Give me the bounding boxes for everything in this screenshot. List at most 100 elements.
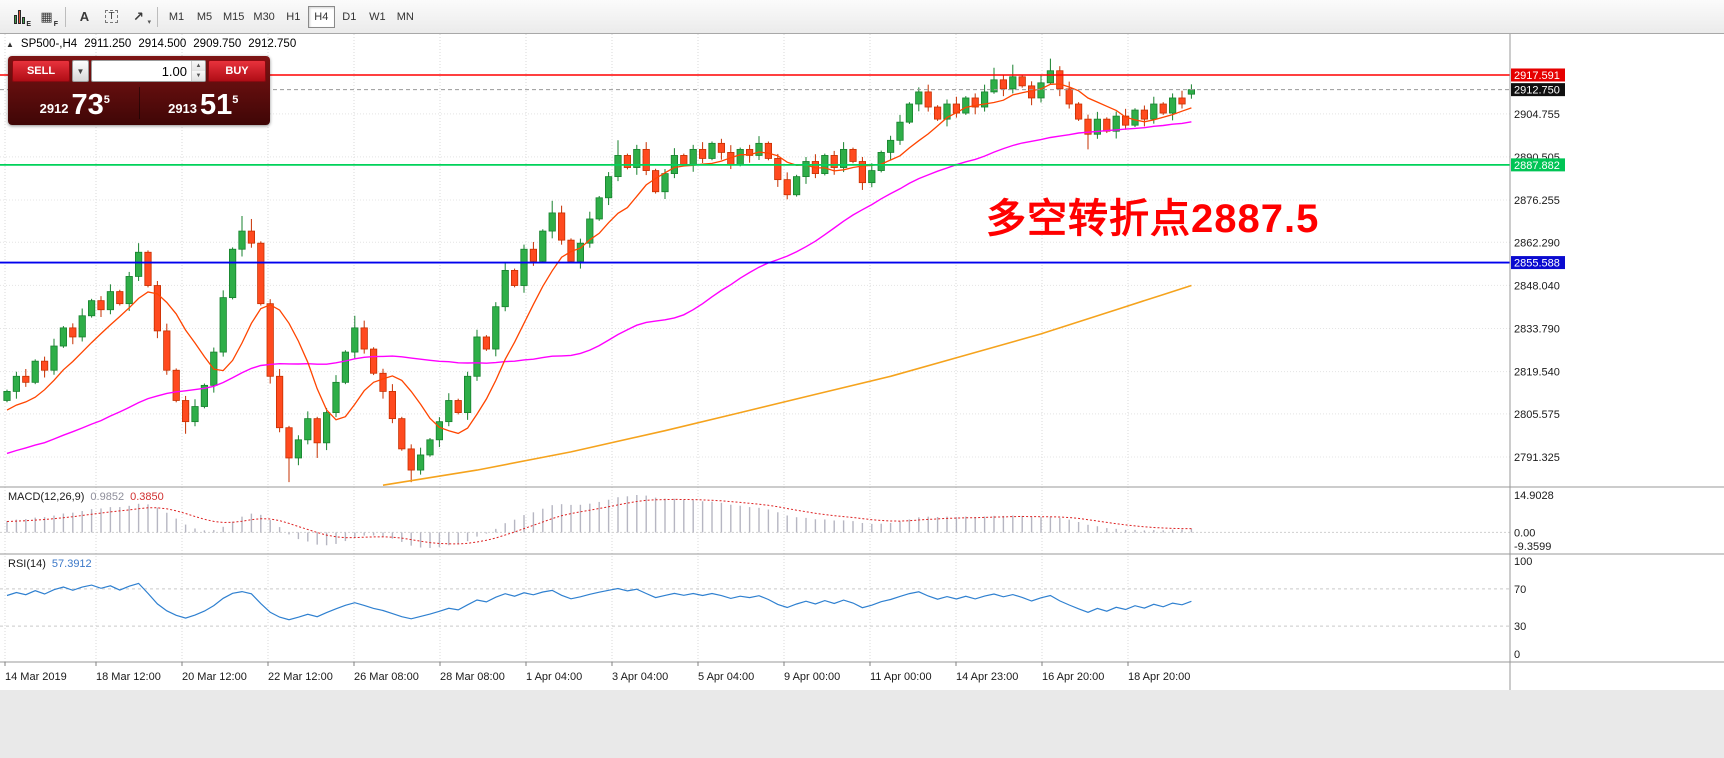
svg-text:0.00: 0.00 (1514, 527, 1535, 539)
svg-text:26 Mar 08:00: 26 Mar 08:00 (354, 671, 419, 683)
candle (12, 375, 20, 392)
price-scale[interactable]: 2904.7552890.5052876.2552862.2902848.040… (1511, 68, 1565, 661)
time-scale[interactable]: 14 Mar 2019 18 Mar 12:00 20 Mar 12:00 22 Ma… (4, 662, 1190, 683)
candle (755, 142, 763, 156)
text-label-icon[interactable]: A (71, 5, 98, 29)
svg-text:18 Apr 20:00: 18 Apr 20:00 (1128, 671, 1190, 683)
candle (642, 148, 650, 171)
candle (595, 197, 603, 220)
timeframe-button-m15[interactable]: M15 (219, 6, 248, 28)
candle (501, 269, 509, 308)
candle (849, 148, 857, 162)
buy-button[interactable]: BUY (208, 60, 266, 82)
candle (360, 327, 368, 350)
svg-text:100: 100 (1514, 556, 1532, 568)
candle (1178, 97, 1186, 105)
candle (1131, 109, 1139, 126)
candle (219, 297, 227, 353)
timeframe-button-m5[interactable]: M5 (191, 6, 218, 28)
candle (905, 103, 914, 123)
text-box-icon[interactable]: T (98, 5, 125, 29)
candle (877, 152, 885, 171)
grid-icon[interactable]: ▦ F (33, 5, 60, 29)
ma-mid-line (6, 121, 1192, 455)
candle (934, 106, 942, 120)
candle (435, 421, 444, 441)
candle (1169, 97, 1177, 114)
svg-text:2848.040: 2848.040 (1514, 280, 1560, 292)
svg-text:2805.575: 2805.575 (1514, 409, 1560, 421)
candle (332, 381, 340, 413)
candle (398, 418, 406, 450)
candle (962, 97, 970, 114)
sell-price-sup: 5 (103, 94, 110, 106)
timeframe-button-h4[interactable]: H4 (307, 5, 335, 28)
sell-button[interactable]: SELL (12, 60, 70, 82)
candle (369, 348, 378, 374)
candles-layer (3, 58, 1195, 483)
candle (266, 303, 274, 377)
buy-price-sup: 5 (232, 94, 239, 106)
timeframe-button-d1[interactable]: D1 (336, 6, 363, 28)
candle (172, 369, 180, 401)
text-annotation[interactable]: 多空转折点2887.5 (986, 197, 1320, 241)
candle (1150, 103, 1158, 120)
candle (586, 218, 594, 244)
volume-decrease-button[interactable]: ▼ (192, 71, 205, 81)
timeframe-button-w1[interactable]: W1 (364, 6, 391, 28)
svg-text:2904.755: 2904.755 (1514, 109, 1560, 121)
svg-text:14 Mar 2019: 14 Mar 2019 (5, 671, 67, 683)
volume-value[interactable]: 1.00 (161, 63, 187, 79)
price-badge (1511, 256, 1565, 270)
chart-canvas[interactable]: 2904.7552890.5052876.2552862.2902848.040… (0, 34, 1724, 690)
candle (153, 285, 161, 332)
candle (717, 142, 726, 153)
candle (990, 79, 998, 93)
buy-price-display[interactable]: 2913 51 5 (141, 85, 267, 121)
candle (1065, 88, 1073, 105)
timeframe-button-h1[interactable]: H1 (280, 6, 307, 28)
svg-text:2791.325: 2791.325 (1514, 452, 1560, 464)
volume-field[interactable]: 1.00 ▲ ▼ (91, 60, 206, 82)
candle (661, 173, 669, 193)
candle (943, 103, 951, 120)
svg-text:20 Mar 12:00: 20 Mar 12:00 (182, 671, 247, 683)
candle (774, 158, 782, 181)
timeframe-button-mn[interactable]: MN (392, 6, 419, 28)
candle (896, 121, 904, 141)
sell-price-display[interactable]: 2912 73 5 (12, 85, 138, 121)
candle (313, 418, 321, 444)
toolbar: E ▦ F A T ↗ ▾ M1 M5 M15 M30 H1 H4 D1 W1 MN (0, 0, 1724, 34)
candle (228, 248, 237, 299)
candle (285, 427, 293, 459)
candle (793, 176, 801, 196)
candle (275, 375, 284, 429)
candle (463, 375, 472, 413)
svg-text:2855.588: 2855.588 (1514, 258, 1560, 270)
drawing-tools-group: E ▦ F A T ↗ ▾ (6, 5, 163, 29)
buy-price-big: 51 (200, 89, 233, 121)
chart-objects-icon[interactable]: E (6, 5, 33, 29)
rsi-line (6, 582, 1192, 621)
candle (304, 418, 312, 441)
volume-increase-button[interactable]: ▲ (192, 61, 205, 71)
candle (520, 248, 528, 286)
candle (492, 306, 500, 350)
candle (746, 148, 754, 156)
timeframe-button-m30[interactable]: M30 (249, 6, 278, 28)
candle (652, 170, 660, 193)
candle (181, 400, 190, 423)
volume-dropdown-button[interactable]: ▼ (72, 60, 89, 82)
collapse-trade-panel-icon[interactable]: ▲ (6, 39, 14, 49)
price-divider (138, 87, 140, 119)
candle (1018, 76, 1026, 87)
ohlc-low: 2909.750 (193, 38, 242, 50)
macd-label: MACD(12,26,9) 0.9852 0.3850 (8, 491, 164, 503)
candle (1187, 89, 1195, 95)
toolbar-separator (157, 6, 158, 27)
price-levels-icon[interactable]: ↗ ▾ (125, 5, 152, 29)
timeframe-button-m1[interactable]: M1 (163, 6, 190, 28)
candle (416, 454, 425, 471)
rsi-name: RSI(14) (8, 558, 46, 570)
candle (200, 384, 208, 407)
